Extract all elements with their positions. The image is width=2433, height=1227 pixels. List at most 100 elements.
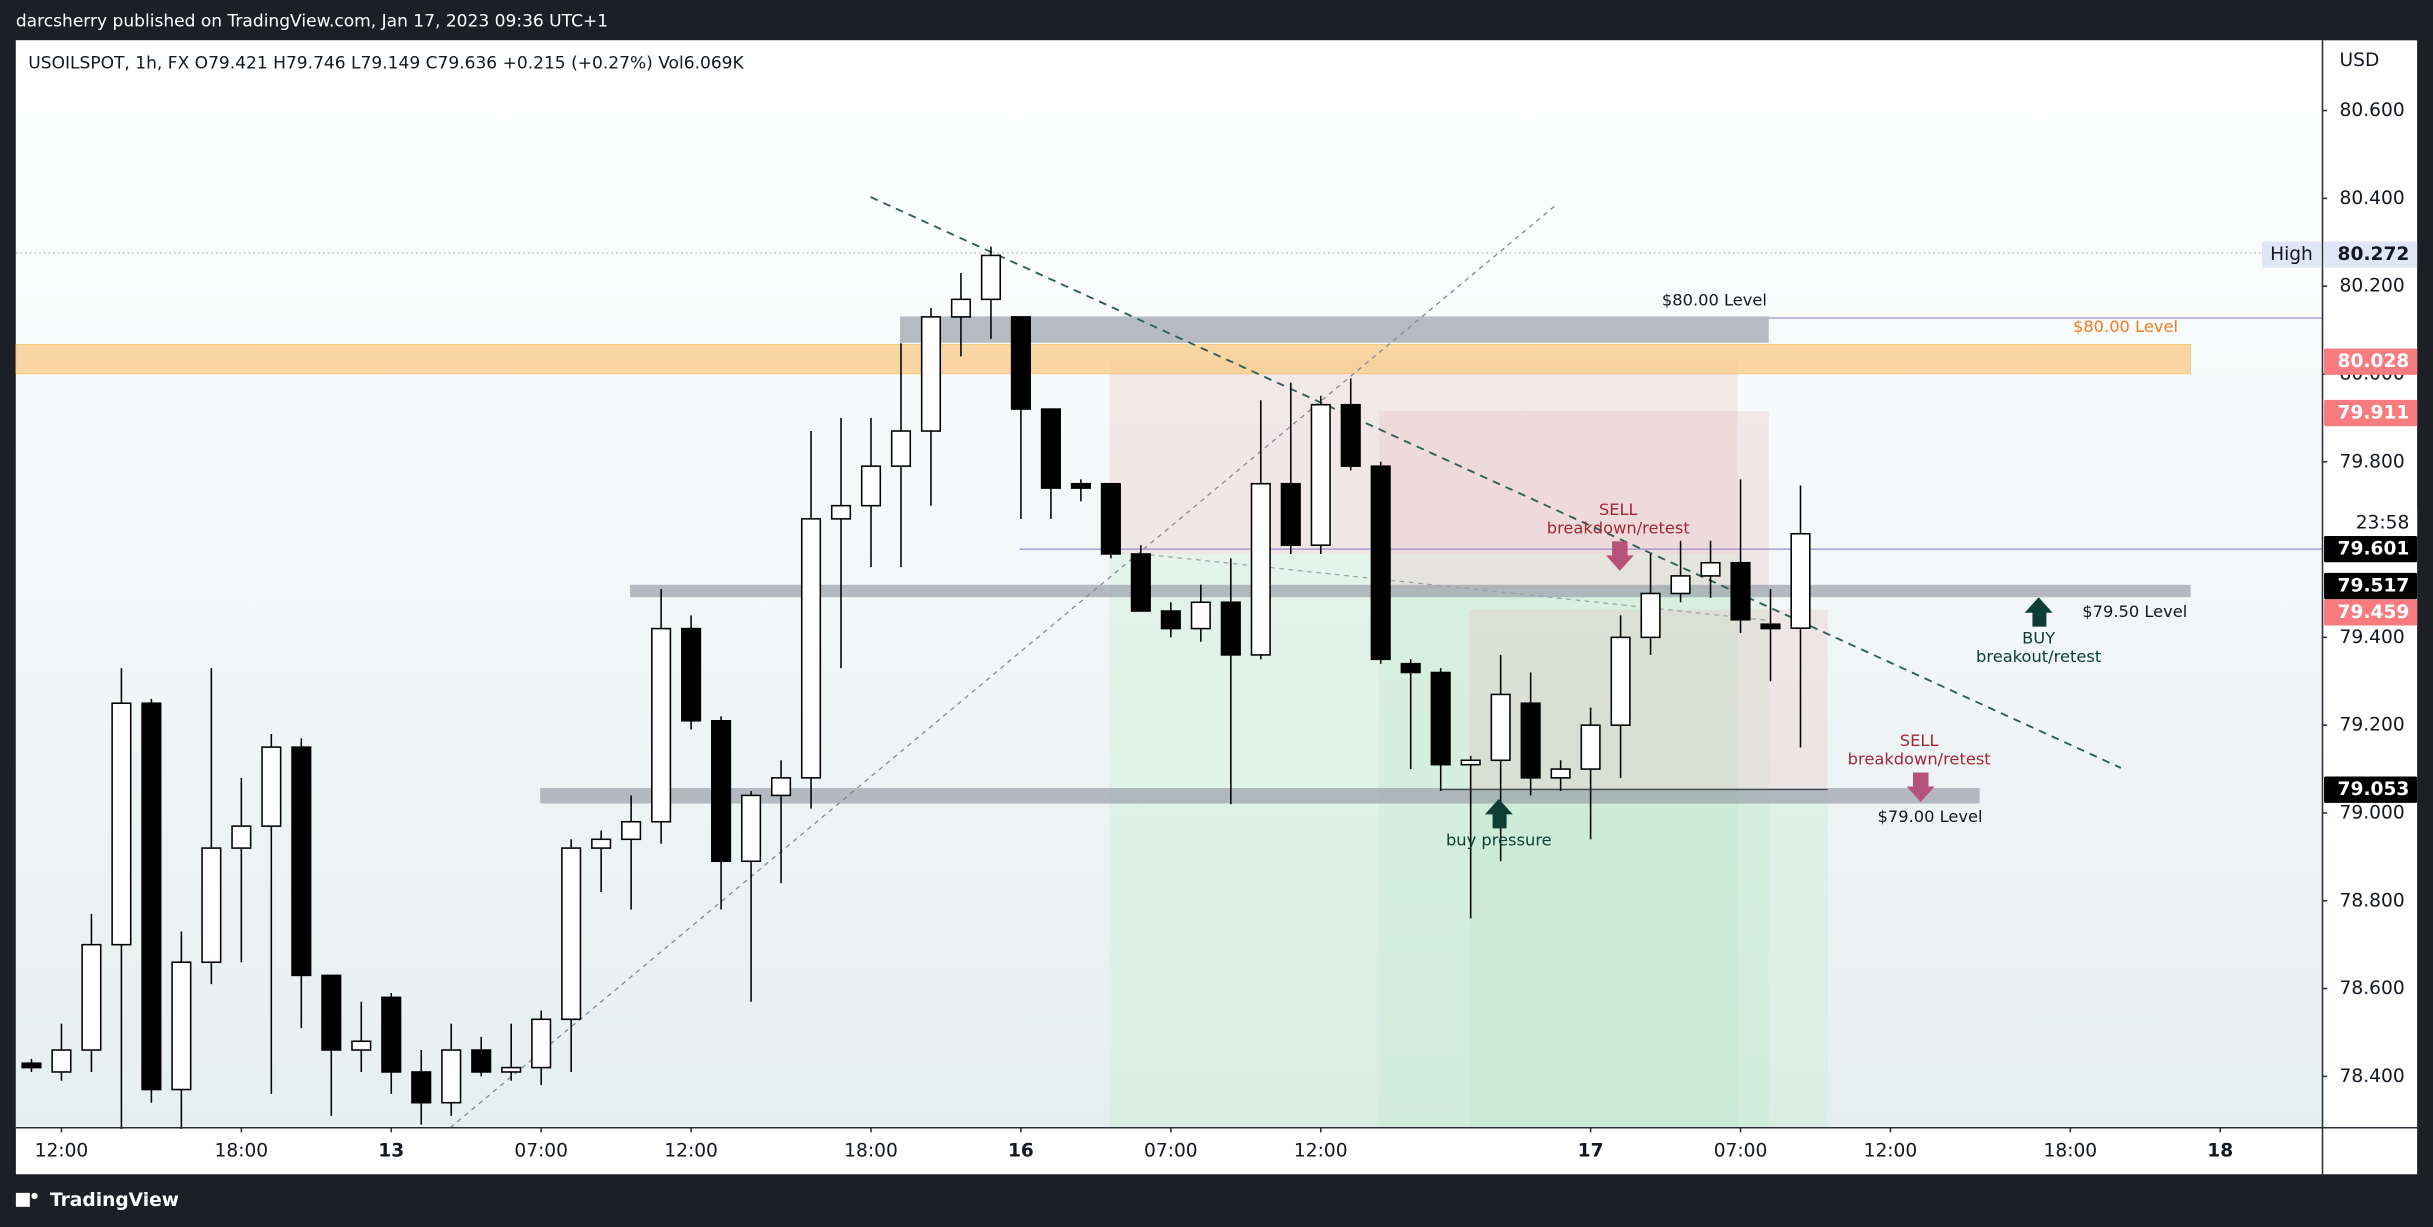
candle-body [291,746,312,977]
level-band [630,584,2191,598]
y-tick-label: 79.400 [2340,627,2405,648]
candle-body [1370,465,1391,661]
candle-body [1190,601,1211,630]
annotation: $79.50 Level [2082,602,2187,621]
arrow-down [1906,772,1935,802]
candle-body [21,1062,42,1069]
price-tag [2324,599,2418,626]
legend: USOILSPOT, 1h, FX O79.421 H79.746 L79.14… [28,54,744,74]
x-tick-label: 18:00 [2044,1140,2098,1161]
zone [1469,791,1828,1128]
candle-body [1640,592,1661,639]
candle-body [51,1049,72,1073]
arrow-down [1605,541,1634,571]
trend-line [870,196,2122,769]
candle-body [1670,575,1691,595]
candle-body [1340,403,1361,467]
zones [15,196,2323,1129]
annotation: breakdown/retest [1848,750,1991,769]
arrows [1484,541,2053,829]
price-tag-name-box [2262,241,2321,268]
y-tick-label: 80.600 [2340,100,2405,121]
x-tick-label: 13 [378,1140,404,1161]
candle-body [800,518,822,779]
price-tag [2324,572,2418,600]
candle-body [1550,768,1571,779]
brand-name: TradingView [50,1190,179,1211]
annotation: $80.00 Level [2073,317,2178,336]
candle-body [1010,316,1031,410]
y-tick-label: 80.200 [2340,276,2405,297]
candle-body [591,838,612,849]
candle-body [1730,561,1751,621]
zone [1379,411,1769,590]
candle-body [561,847,582,1021]
x-tick-label: 07:00 [514,1140,568,1161]
x-tick-label: 12:00 [1294,1140,1348,1161]
x-tick-label: 12:00 [664,1140,718,1161]
x-tick-label: 07:00 [1714,1140,1768,1161]
annotation: SELL [1599,500,1638,519]
annotation: $80.00 Level [1662,290,1767,309]
x-tick-label: 07:00 [1144,1140,1198,1161]
annotation: $79.00 Level [1878,807,1983,826]
x-tick-label: 12:00 [1864,1140,1918,1161]
brand: TradingView [15,1190,179,1211]
price-tag-label: 80.028 [2338,351,2410,372]
price-tag-label: 79.911 [2338,403,2410,424]
price-tag-name: High [2270,244,2313,265]
candle-body [351,1040,372,1051]
candle-body [381,996,402,1073]
annotation: buy pressure [1446,830,1552,849]
candle-body [1490,693,1511,762]
y-tick-label: 80.400 [2340,188,2405,209]
candle-body [1310,403,1331,546]
annotation: SELL [1900,731,1939,750]
candle-body [770,777,792,797]
axes: 12:00 18:00 13 07:00 12:00 18:00 16 07:00 12:00 1… [35,100,2405,1161]
price-tag [2324,535,2418,563]
x-tick-label: 17 [1578,1140,1604,1161]
candle-body [711,719,732,863]
candle-body [1610,636,1631,726]
candle-body [1520,702,1541,779]
candle-body [201,847,222,963]
countdown: 23:58 [2356,512,2410,533]
candle-body [1700,561,1721,577]
x-tick-label: 16 [1008,1140,1034,1161]
y-tick-label: 78.800 [2340,890,2405,911]
candle-body [1040,408,1061,489]
header: darcsherry published on TradingView.com,… [16,12,608,32]
candle-body [740,794,762,863]
price-tag-label: 79.517 [2338,576,2410,597]
x-tick-label: 18:00 [844,1140,898,1161]
trend-line [1140,553,1769,622]
candle-body [411,1071,432,1104]
candles [21,246,1811,1130]
x-tick-label: 18 [2207,1140,2233,1161]
candle-body [471,1049,492,1073]
price-tag [2324,348,2418,375]
candle-body [1400,662,1421,674]
logo [15,1192,30,1207]
candle-body [321,974,342,1051]
annotations: $80.00 Level $80.00 Level SELL breakdown… [1446,290,2187,849]
candle-body [1760,623,1781,630]
candle-body [920,316,942,432]
candle-body [1070,482,1091,489]
candle-body [681,627,702,722]
candle-body [1130,553,1151,612]
plot-area [15,40,2323,1128]
y-tick-label: 79.200 [2340,715,2405,736]
price-tag [2324,399,2418,427]
zone [1109,359,1738,554]
candle-body [890,430,912,467]
candle-body [651,627,672,823]
x-tick-label: 18:00 [215,1140,269,1161]
level-band [540,788,1980,804]
arrow-up [1484,798,1513,829]
candle-body [950,298,972,318]
candle-body [1250,482,1271,656]
